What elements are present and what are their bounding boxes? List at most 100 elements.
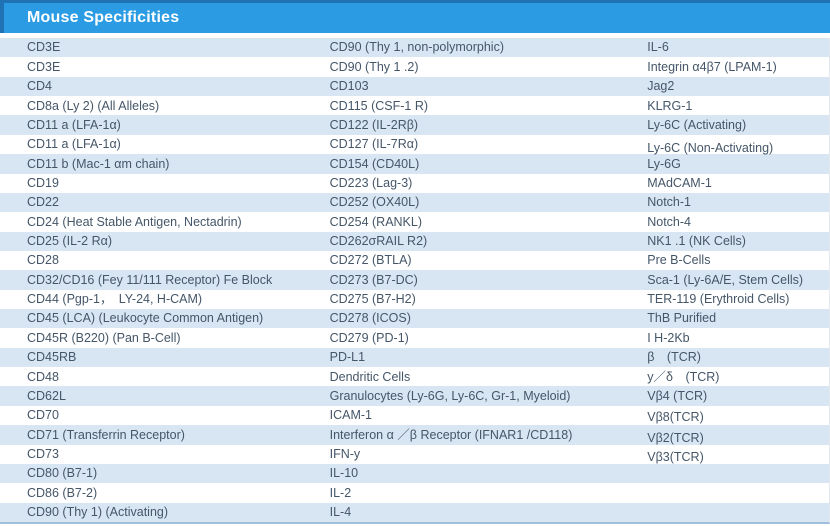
specificity-cell-c3: I H-2Kb (647, 330, 690, 345)
specificity-cell-c2: CD103 (329, 79, 369, 94)
specificity-cell-c1: CD3E (27, 59, 61, 74)
page-title: Mouse Specificities (27, 9, 180, 26)
specificity-cell-c3: Vβ3(TCR) (647, 449, 704, 464)
specificity-cell-c3: MAdCAM-1 (647, 175, 712, 190)
specificity-cell-c1: CD71 (Transferrin Receptor) (27, 427, 185, 442)
table-row: CD28 CD272 (BTLA) Pre B-Cells (0, 250, 829, 271)
specificity-cell-c1: CD48 (27, 369, 59, 384)
specificity-cell-c1: CD28 (27, 253, 59, 268)
specificity-cell-c2: Interferon α ／β Receptor (IFNAR1 /CD118) (329, 427, 573, 442)
specificities-table: CD3E CD90 (Thy 1, non-polymorphic) IL-6 CD3… (0, 38, 830, 524)
table-row: CD3E CD90 (Thy 1 .2) Integrin α4β7 (LPAM-1… (0, 57, 829, 77)
specificity-cell-c1: CD24 (Heat Stable Antigen, Nectadrin) (27, 214, 242, 229)
specificity-cell-c2: CD90 (Thy 1, non-polymorphic) (329, 40, 504, 55)
table-row: CD70 ICAM-1 Vβ8(TCR) (0, 405, 829, 426)
table-row: CD73 IFN-y Vβ3(TCR) (0, 444, 829, 464)
table-row: CD19 CD223 (Lag-3) MAdCAM-1 (0, 173, 829, 193)
specificity-cell-c1: CD11 a (LFA-1α) (27, 137, 121, 152)
specificity-cell-c1: CD80 (B7-1) (27, 466, 98, 481)
specificity-cell-c3: Notch-4 (647, 214, 692, 229)
table-row: CD90 (Thy 1) (Activating) IL-4 (0, 502, 829, 522)
table-row: CD4 CD103 Jag2 (0, 76, 829, 97)
table-row: CD8a (Ly 2) (All Alleles) CD115 (CSF-1 R)… (0, 96, 829, 116)
specificity-cell-c1: CD19 (27, 175, 59, 190)
specificity-cell-c2: IL-4 (329, 505, 352, 520)
table-header-bar: Mouse Specificities (0, 0, 830, 33)
specificity-cell-c3: TER-119 (Erythroid Cells) (647, 292, 790, 307)
specificity-cell-c3: IL-6 (647, 40, 669, 55)
specificity-cell-c2: CD122 (IL-2Rβ) (329, 117, 419, 132)
specificity-cell-c1: CD45R (B220) (Pan B-Cell) (27, 330, 181, 345)
specificity-cell-c1: CD45RB (27, 350, 77, 365)
specificity-cell-c2: PD-L1 (329, 350, 366, 365)
table-row: CD11 b (Mac-1 αm chain) CD154 (CD40L) Ly-6… (0, 154, 829, 174)
specificity-cell-c3: Integrin α4β7 (LPAM-1) (647, 59, 777, 74)
table-row: CD45R (B220) (Pan B-Cell) CD279 (PD-1) I H… (0, 328, 829, 348)
specificity-cell-c3: Ly-6G (647, 156, 681, 171)
table-row: CD11 a (LFA-1α) CD122 (IL-2Rβ) Ly-6C (Acti… (0, 115, 829, 135)
specificity-cell-c3: Vβ2(TCR) (647, 430, 704, 445)
table-row: CD62L Granulocytes (Ly-6G, Ly-6C, Gr-1, M… (0, 386, 829, 406)
table-row: CD48 Dendritic Cells y／δ (TCR) (0, 367, 829, 387)
table-row: CD44 (Pgp-1， LY-24, H-CAM) CD275 (B7-H2) T… (0, 289, 829, 310)
table-row: CD45RB PD-L1 β (TCR) (0, 347, 829, 368)
specificity-cell-c3: Ly-6C (Activating) (647, 117, 747, 132)
specificity-cell-c1: CD4 (27, 79, 53, 94)
specificity-cell-c2: CD279 (PD-1) (329, 330, 409, 345)
specificity-cell-c1: CD32/CD16 (Fey 11/111 Receptor) Fe Block (27, 272, 273, 287)
specificity-cell-c2: CD272 (BTLA) (329, 253, 412, 268)
specificity-cell-c2: Dendritic Cells (329, 369, 411, 384)
specificity-cell-c1: CD22 (27, 195, 59, 210)
specificity-cell-c2: CD278 (ICOS) (329, 311, 411, 326)
specificity-cell-c2: CD154 (CD40L) (329, 156, 420, 171)
specificity-cell-c1: CD86 (B7-2) (27, 485, 98, 500)
specificity-cell-c2: IL-2 (329, 485, 352, 500)
table-row: CD25 (IL-2 Rα) CD262σRAIL R2) NK1 .1 (NK C… (0, 231, 829, 251)
table-row: CD71 (Transferrin Receptor) Interferon α … (0, 425, 829, 445)
specificity-cell-c2: CD127 (IL-7Rα) (329, 137, 419, 152)
specificity-cell-c2: CD252 (OX40L) (329, 195, 420, 210)
specificity-cell-c3: Pre B-Cells (647, 253, 711, 268)
specificity-cell-c3: ThB Purified (647, 311, 717, 326)
specificity-cell-c3: β (TCR) (647, 350, 701, 365)
specificity-cell-c2: CD223 (Lag-3) (329, 175, 413, 190)
specificity-cell-c1: CD70 (27, 408, 59, 423)
specificity-cell-c1: CD11 b (Mac-1 αm chain) (27, 156, 170, 171)
specificity-cell-c3: KLRG-1 (647, 98, 693, 113)
specificity-cell-c2: IFN-y (329, 446, 361, 461)
specificity-cell-c1: CD90 (Thy 1) (Activating) (27, 505, 169, 520)
specificity-cell-c3: NK1 .1 (NK Cells) (647, 234, 746, 249)
specificity-cell-c1: CD8a (Ly 2) (All Alleles) (27, 98, 160, 113)
specificity-cell-c1: CD3E (27, 40, 61, 55)
table-row: CD45 (LCA) (Leukocyte Common Antigen) CD2… (0, 309, 829, 329)
specificity-cell-c2: CD115 (CSF-1 R) (329, 98, 429, 113)
table-row: CD80 (B7-1) IL-10 (0, 463, 829, 484)
specificity-cell-c3: Vβ4 (TCR) (647, 388, 708, 403)
specificity-cell-c1: CD11 a (LFA-1α) (27, 117, 121, 132)
specificity-cell-c1: CD25 (IL-2 Rα) (27, 234, 113, 249)
specificity-cell-c1: CD73 (27, 446, 59, 461)
specificity-cell-c1: CD45 (LCA) (Leukocyte Common Antigen) (27, 311, 264, 326)
specificity-cell-c2: IL-10 (329, 466, 359, 481)
specificity-cell-c2: Granulocytes (Ly-6G, Ly-6C, Gr-1, Myeloi… (329, 388, 571, 403)
specificity-cell-c1: CD44 (Pgp-1， LY-24, H-CAM) (27, 292, 203, 307)
specificity-cell-c2: ICAM-1 (329, 408, 372, 423)
specificity-cell-c2: CD254 (RANKL) (329, 214, 423, 229)
specificity-cell-c3: Sca-1 (Ly-6A/E, Stem Cells) (647, 272, 804, 287)
specificity-cell-c2: CD273 (B7-DC) (329, 272, 418, 287)
specificity-cell-c3: Ly-6C (Non-Activating) (647, 141, 774, 156)
table-row: CD11 a (LFA-1α) CD127 (IL-7Rα) Ly-6C (Non-… (0, 134, 829, 156)
specificity-cell-c3: Jag2 (647, 79, 675, 94)
specificity-cell-c2: CD90 (Thy 1 .2) (329, 59, 419, 74)
table-row: CD3E CD90 (Thy 1, non-polymorphic) IL-6 (0, 38, 829, 58)
table-row: CD22 CD252 (OX40L) Notch-1 (0, 192, 829, 213)
specificity-cell-c2: CD275 (B7-H2) (329, 292, 416, 307)
specificity-cell-c1: CD62L (27, 388, 66, 403)
table-row: CD24 (Heat Stable Antigen, Nectadrin) CD2… (0, 212, 829, 232)
specificity-cell-c2: CD262σRAIL R2) (329, 234, 428, 249)
specificity-cell-c3: Vβ8(TCR) (647, 410, 704, 425)
table-row: CD86 (B7-2) IL-2 (0, 483, 829, 503)
specificity-cell-c3: y／δ (TCR) (647, 369, 720, 384)
table-row: CD32/CD16 (Fey 11/111 Receptor) Fe Block… (0, 270, 829, 290)
